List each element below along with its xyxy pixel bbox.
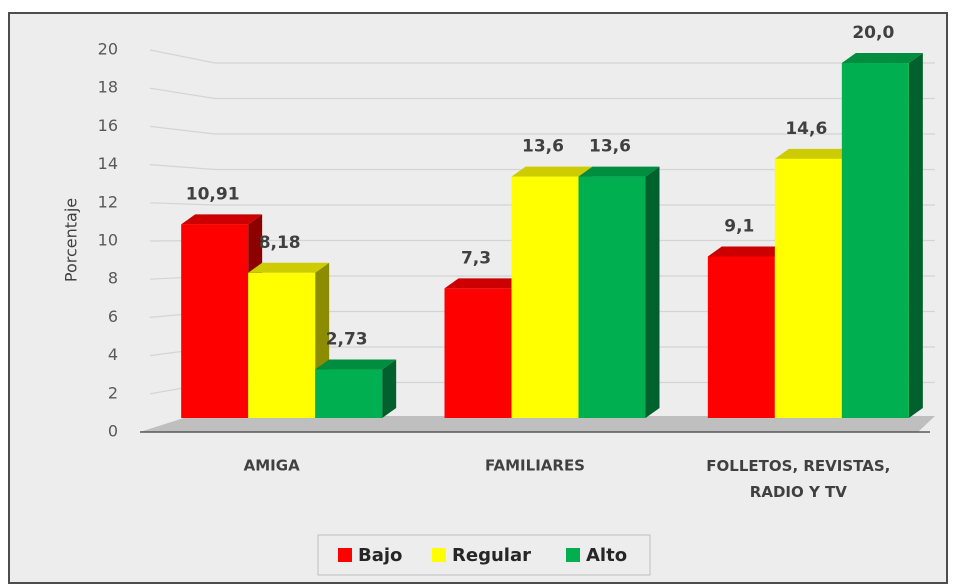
legend-box [317,534,651,576]
bar-top [578,166,660,177]
bar [578,166,660,418]
grid-line [149,202,935,206]
grid-line [149,87,935,100]
bar [444,288,512,418]
x-tick-label: FAMILIARES [485,457,585,475]
bar-top [841,53,923,63]
y-tick-label: 2 [108,383,118,402]
data-label: 7,3 [461,248,491,268]
y-tick-label: 0 [108,422,118,441]
bar-side [645,166,660,418]
bar-top [444,278,526,289]
bar [707,256,775,418]
data-label: 2,73 [326,330,368,350]
y-tick-label: 8 [108,269,118,288]
grid-line [149,164,935,171]
legend-swatch [432,548,446,562]
grid-line [149,49,935,64]
legend-swatch [338,548,352,562]
y-tick-label: 16 [98,116,118,135]
bar-top [248,262,330,273]
bar-top [707,246,789,257]
data-label: 13,6 [522,137,564,157]
bar [315,369,383,418]
bar-side [908,53,923,418]
bar [248,262,330,418]
data-label: 20,0 [852,23,894,43]
y-tick-label: 10 [98,231,118,250]
legend-label: Alto [586,545,627,566]
legend-label: Regular [452,545,531,566]
data-label: 14,6 [785,119,827,139]
bar [841,53,923,418]
y-tick-label: 12 [98,192,118,211]
bar [511,176,579,418]
bar-top [181,214,263,225]
bar-side [382,359,397,418]
y-tick-label: 20 [98,40,118,59]
y-tick-label: 6 [108,307,118,326]
bar [315,359,397,418]
y-tick-label: 4 [108,345,118,364]
y-axis-title: Porcentaje [62,198,81,282]
bar [841,63,909,418]
x-tick-label: FOLLETOS, REVISTAS, RADIO Y TV [706,457,890,501]
data-label: 9,1 [724,216,754,236]
legend-swatch [566,548,580,562]
data-label: 13,6 [589,137,631,157]
bar-top [774,148,856,159]
bar [181,224,249,418]
bar [248,272,316,418]
bar [774,158,842,418]
bar-top [315,359,397,370]
floor [140,416,935,432]
grid-line [149,125,935,135]
bar [578,176,646,418]
legend-label: Bajo [358,545,402,566]
data-label: 8,18 [259,233,301,253]
y-tick-label: 14 [98,154,118,173]
y-tick-label: 18 [98,78,118,97]
x-tick-label: AMIGA [244,457,300,475]
data-label: 10,91 [186,184,240,204]
bar-top [511,166,593,177]
